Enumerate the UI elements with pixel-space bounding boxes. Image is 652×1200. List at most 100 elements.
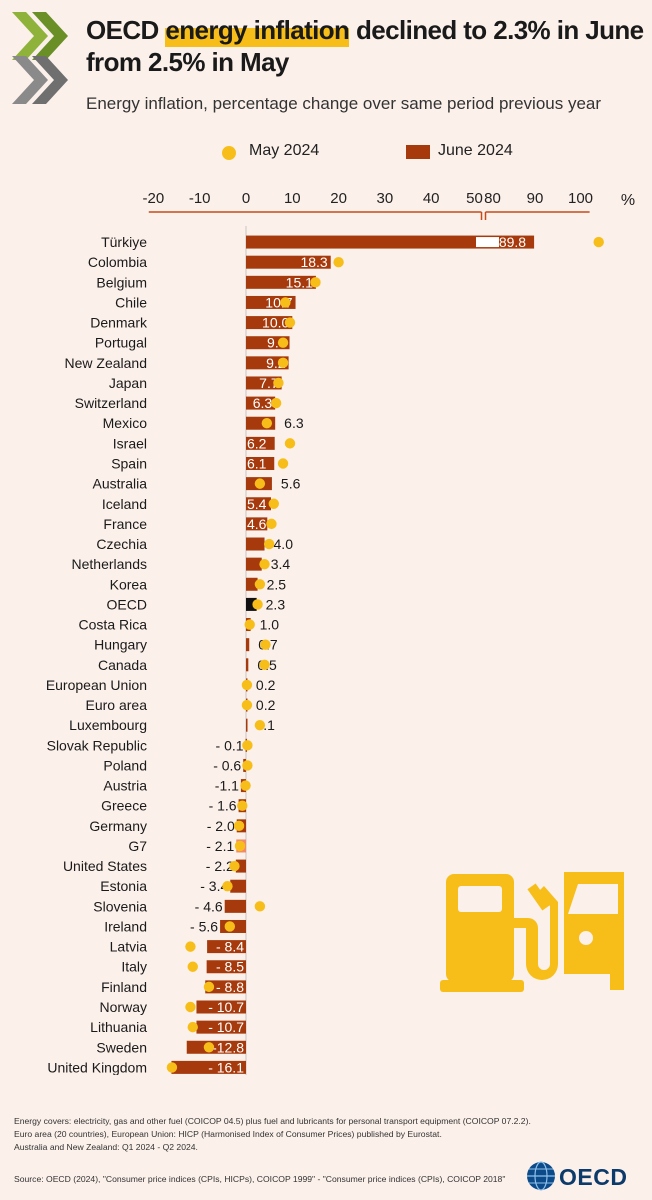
axis-tick-label: 20 (330, 190, 347, 207)
bar-june (246, 718, 248, 732)
bar-june (246, 436, 275, 450)
bar-june (246, 638, 250, 652)
bar-june (246, 255, 331, 269)
data-label: - 10.7 (208, 999, 244, 1015)
fuel-pump-icon (440, 872, 624, 992)
axis-tick-label: 40 (423, 190, 440, 207)
category-label: Portugal (95, 335, 147, 351)
dot-may (593, 236, 604, 248)
category-label: Hungary (94, 637, 147, 653)
data-label: - 10.7 (208, 1019, 244, 1035)
dot-may (229, 860, 240, 872)
dot-may (234, 840, 246, 852)
data-label: - 8.8 (216, 979, 244, 995)
data-label: 1.0 (260, 617, 280, 633)
category-label: Slovak Republic (47, 737, 147, 753)
category-label: Switzerland (75, 395, 147, 411)
data-label: 5.6 (281, 476, 301, 492)
category-label: Estonia (100, 878, 147, 894)
dot-may (259, 558, 270, 570)
category-label: Chile (115, 294, 147, 310)
legend-june-label: June 2024 (438, 142, 513, 159)
note-line: Euro area (20 countries), European Union… (14, 1129, 442, 1139)
dot-may (187, 1021, 198, 1033)
dot-may (277, 357, 289, 369)
dot-may (270, 397, 282, 409)
dot-may (185, 1001, 196, 1013)
title-highlight: energy inflation (165, 15, 350, 45)
dot-may (254, 579, 266, 590)
axis-tick-label: 30 (377, 190, 394, 207)
data-label: -12.8 (212, 1039, 244, 1055)
category-label: Norway (100, 999, 147, 1015)
bar-june (246, 235, 535, 249)
data-label: - 5.6 (190, 918, 218, 934)
dot-may (259, 659, 270, 670)
bar-june (246, 316, 293, 330)
data-label: 6.1 (247, 455, 267, 471)
dot-may (241, 699, 253, 711)
axis-tick-label: 0 (242, 190, 250, 207)
dot-may (280, 297, 291, 308)
bar-june (205, 980, 246, 994)
dot-may (185, 941, 196, 952)
data-label: - 8.5 (216, 959, 244, 975)
dot-may (266, 518, 277, 530)
bar-june (246, 557, 262, 571)
bar-june (206, 960, 246, 974)
bar-june (246, 658, 249, 672)
dot-may (273, 377, 284, 389)
dot-may (254, 719, 266, 731)
data-label: 6.2 (247, 435, 267, 451)
page-title: OECD energy inflation declined to 2.3% i… (86, 15, 644, 77)
category-label: Belgium (96, 274, 147, 290)
energy-inflation-chart: -20 -10 0 10 20 30 40 50 80 90 100 % Türkiye 89.8 Colo… (46, 190, 635, 1075)
category-label: Iceland (102, 496, 147, 512)
data-label: 4.6 (247, 516, 267, 532)
bar-june (246, 456, 275, 470)
dot-may (284, 438, 296, 449)
category-label: European Union (46, 677, 147, 693)
data-label: 5.4 (247, 496, 267, 512)
dot-may (222, 881, 233, 892)
note-line: Australia and New Zealand: Q1 2024 - Q2 … (14, 1142, 198, 1152)
category-label: Australia (93, 476, 148, 492)
axis-tick-label: -20 (143, 190, 165, 207)
data-label: 2.3 (266, 596, 286, 612)
data-label: 7.7 (259, 375, 279, 391)
data-label: 4.0 (274, 536, 294, 552)
dot-may (203, 981, 215, 993)
globe-icon (527, 1161, 555, 1191)
data-label: 6.3 (253, 395, 273, 411)
axis-tick-label: 50 (466, 190, 483, 207)
category-label: Mexico (103, 415, 148, 431)
data-label: - 0.1 (216, 737, 244, 753)
bar-june (186, 1040, 246, 1054)
bar-june (207, 940, 246, 954)
bar-june (246, 497, 272, 511)
dot-may (333, 256, 344, 268)
category-label: Euro area (86, 697, 148, 713)
dot-may (244, 619, 255, 630)
chart-subtitle: Energy inflation, percentage change over… (86, 94, 602, 113)
dot-may (187, 961, 198, 972)
category-label: Türkiye (101, 234, 147, 250)
data-label: -1.1 (215, 778, 239, 794)
dot-may (261, 418, 273, 429)
dot-may (254, 478, 266, 489)
bar-june (196, 1020, 246, 1034)
bar-june (196, 1000, 246, 1014)
category-label: Colombia (88, 254, 147, 270)
data-label: 18.3 (300, 254, 327, 270)
dot-may (277, 337, 289, 348)
data-label: - 0.6 (213, 757, 241, 773)
legend-june-marker (406, 145, 430, 159)
category-label: Finland (101, 979, 147, 995)
bar-break-box (475, 236, 500, 249)
data-label: 2.5 (267, 576, 287, 592)
category-label: Ireland (104, 918, 147, 934)
bar-june (246, 275, 316, 289)
category-label: Slovenia (93, 898, 147, 914)
category-label: Canada (98, 657, 147, 673)
axis-unit-label: % (621, 192, 635, 209)
